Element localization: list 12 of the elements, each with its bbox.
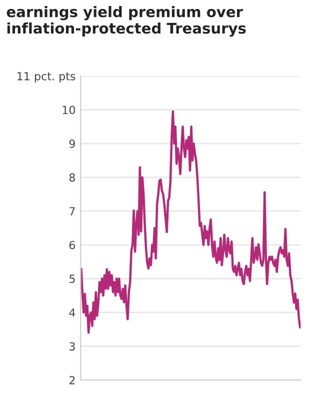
y-tick-label: 2: [69, 376, 75, 384]
y-tick-label: 7: [70, 207, 75, 216]
y-tick-label: 8: [69, 173, 75, 182]
y-tick-label: 5: [70, 274, 75, 284]
y-tick-label: 3: [70, 342, 75, 351]
y-tick-label: 10: [62, 106, 75, 114]
y-tick-label: 4: [69, 308, 76, 317]
y-tick-label: 11 pct. pts: [18, 72, 76, 83]
line-series: [80, 110, 301, 334]
y-tick-label: 9: [69, 140, 75, 148]
y-tick-label: 6: [69, 240, 76, 250]
chart-title: earnings yield premium over inflation-protected Treasurys: [6, 6, 246, 37]
